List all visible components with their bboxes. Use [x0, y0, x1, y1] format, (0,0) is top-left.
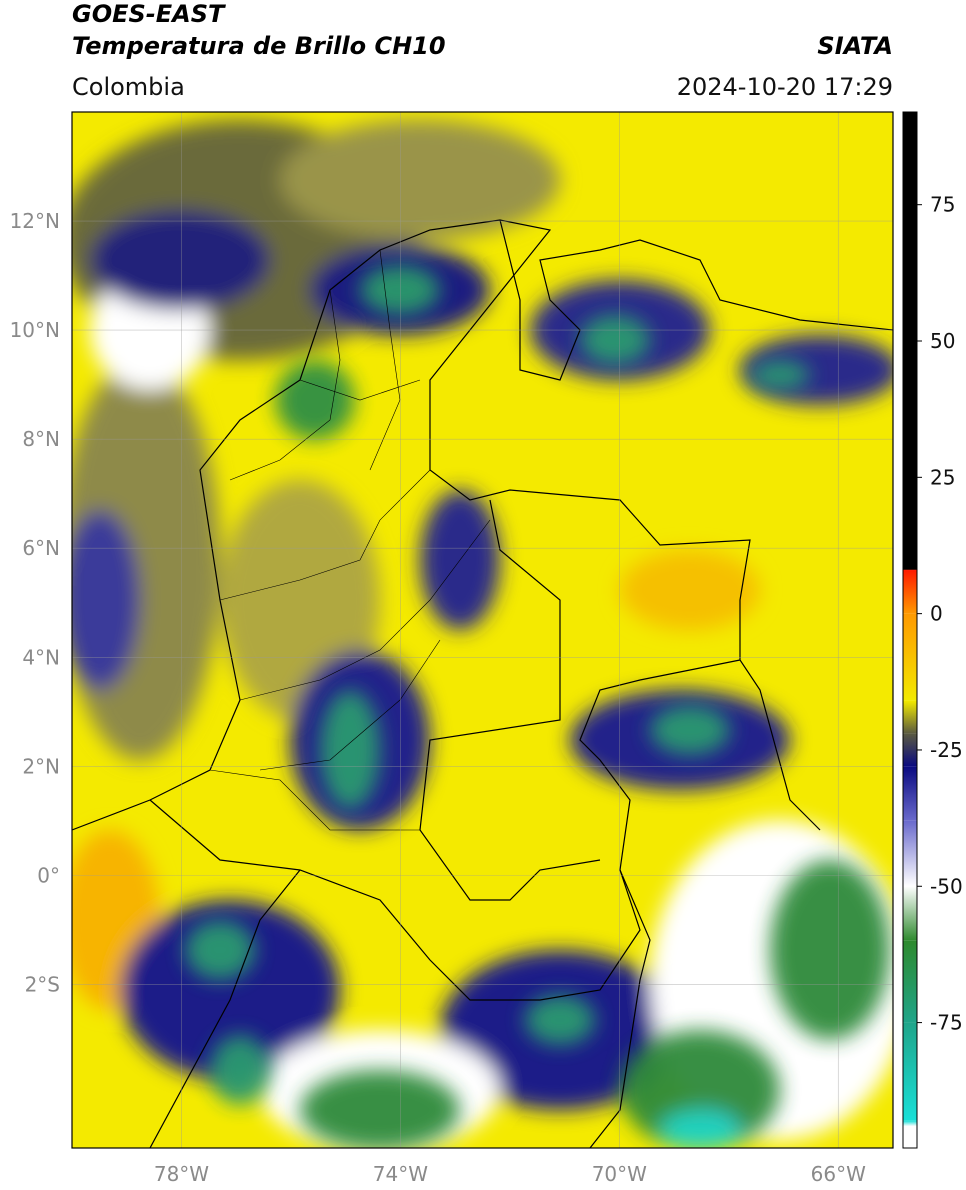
timestamp: 2024-10-20 17:29 — [677, 73, 893, 101]
title: GOES-EAST — [72, 0, 226, 28]
colorbar-tick-label: 0 — [930, 602, 943, 626]
y-tick-label: 6°N — [22, 536, 60, 560]
x-tick-label: 78°W — [154, 1162, 209, 1186]
colorbar-tick-label: 50 — [930, 329, 955, 353]
imagery — [72, 112, 893, 1148]
source: SIATA — [817, 32, 893, 60]
y-tick-label: 12°N — [10, 209, 60, 233]
colorbar-segment — [903, 700, 917, 734]
y-tick-label: 10°N — [10, 318, 60, 342]
colorbar-tick-label: -25 — [930, 738, 963, 762]
colorbar-segment — [903, 570, 917, 614]
title: Temperatura de Brillo CH10 — [72, 32, 446, 60]
x-tick-label: 70°W — [592, 1162, 647, 1186]
colorbar-tick-label: -50 — [930, 874, 963, 898]
y-tick-label: 8°N — [22, 427, 60, 451]
colorbar-segment — [903, 1022, 917, 1121]
colorbar-frame — [902, 111, 918, 1149]
y-tick-label: 0° — [37, 863, 60, 887]
y-tick-label: 2°N — [22, 754, 60, 778]
y-tick-label: 4°N — [22, 645, 60, 669]
colorbar-segment — [903, 766, 917, 821]
colorbar-segment — [903, 940, 917, 1023]
colorbar-segment — [903, 886, 917, 941]
colorbar-segment — [903, 112, 917, 570]
x-tick-label: 66°W — [811, 1162, 866, 1186]
x-tick-label: 74°W — [373, 1162, 428, 1186]
colorbar-segment — [903, 733, 917, 767]
colorbar-segment — [903, 1120, 917, 1127]
colorbar-segment — [903, 820, 917, 887]
map-frame — [71, 111, 894, 1149]
colorbar-tick-label: 25 — [930, 465, 955, 489]
colorbar-segment — [903, 569, 917, 571]
colorbar-tick-label: -75 — [930, 1011, 963, 1035]
colorbar-segment — [903, 1126, 917, 1148]
colorbar-segment — [903, 613, 917, 701]
colorbar-tick-label: 75 — [930, 193, 955, 217]
region: Colombia — [72, 73, 185, 101]
y-tick-label: 2°S — [25, 972, 60, 996]
